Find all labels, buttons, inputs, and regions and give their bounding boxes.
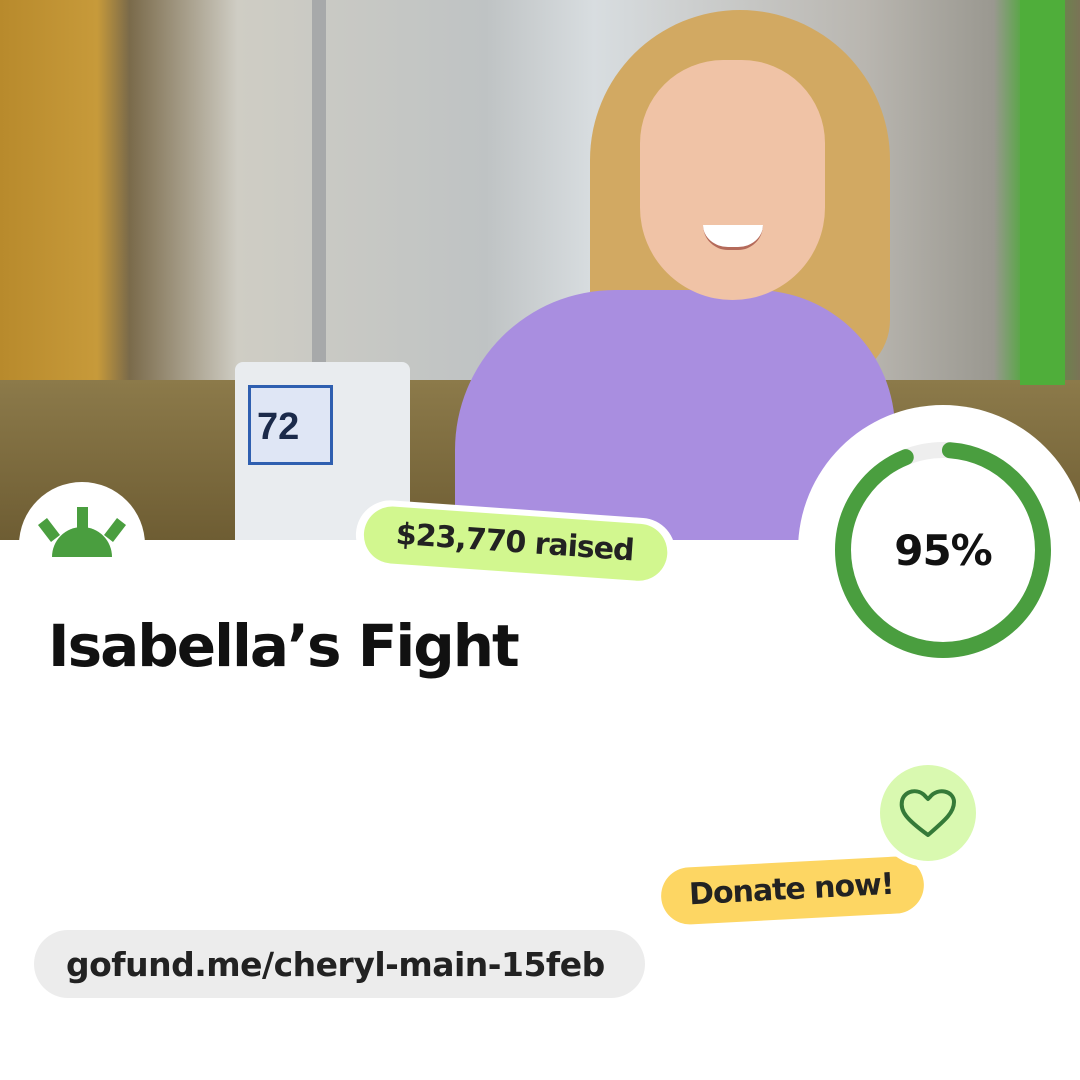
- photo-pump-screen: 72: [248, 385, 333, 465]
- progress-percent: 95%: [894, 525, 993, 575]
- photo-face: [640, 60, 825, 300]
- campaign-url-link[interactable]: gofund.me/cheryl-main-15feb: [34, 930, 645, 998]
- heart-badge: [874, 759, 982, 867]
- gofundme-sun-logo-icon: [38, 507, 126, 557]
- donate-now-button[interactable]: Donate now!: [653, 848, 932, 933]
- campaign-title: Isabella’s Fight: [48, 612, 520, 680]
- donate-now-label: Donate now!: [659, 855, 925, 926]
- photo-green-post: [1020, 0, 1065, 385]
- photo-iv-pole: [312, 0, 326, 365]
- progress-ring-fill: [835, 442, 1051, 658]
- progress-ring: [835, 442, 1051, 658]
- heart-outline-icon: [899, 789, 956, 837]
